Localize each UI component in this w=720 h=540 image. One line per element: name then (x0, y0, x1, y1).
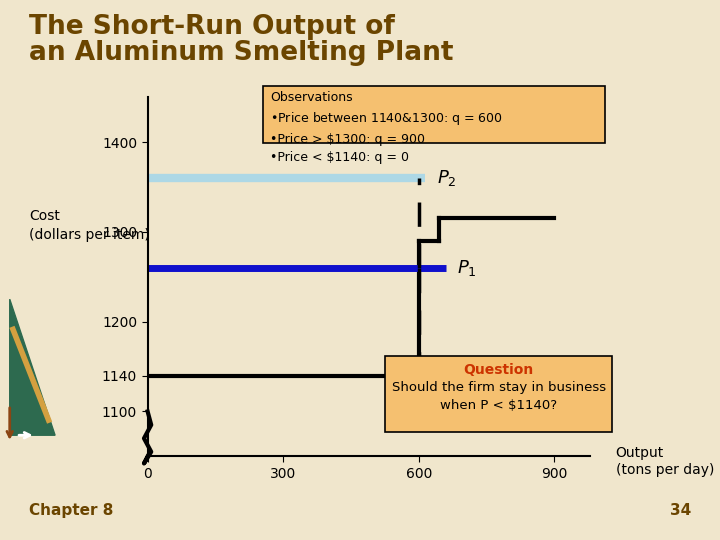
Polygon shape (9, 299, 55, 435)
Text: 34: 34 (670, 503, 691, 518)
Text: The Short-Run Output of: The Short-Run Output of (29, 14, 395, 39)
Text: Question: Question (464, 363, 534, 377)
Text: an Aluminum Smelting Plant: an Aluminum Smelting Plant (29, 40, 454, 66)
Text: (dollars per item): (dollars per item) (29, 228, 150, 242)
Text: Output
(tons per day): Output (tons per day) (616, 446, 714, 477)
Text: $P_2$: $P_2$ (437, 168, 456, 188)
Text: Cost: Cost (29, 209, 60, 223)
Text: $P_1$: $P_1$ (457, 258, 477, 278)
Text: Observations
•Price between $1140 & $1300: q = 600
•Price > $1300: q = 900
•Pric: Observations •Price between $1140 & $130… (270, 91, 503, 164)
Text: Should the firm stay in business
when P < $1140?: Should the firm stay in business when P … (392, 381, 606, 411)
Text: Chapter 8: Chapter 8 (29, 503, 113, 518)
